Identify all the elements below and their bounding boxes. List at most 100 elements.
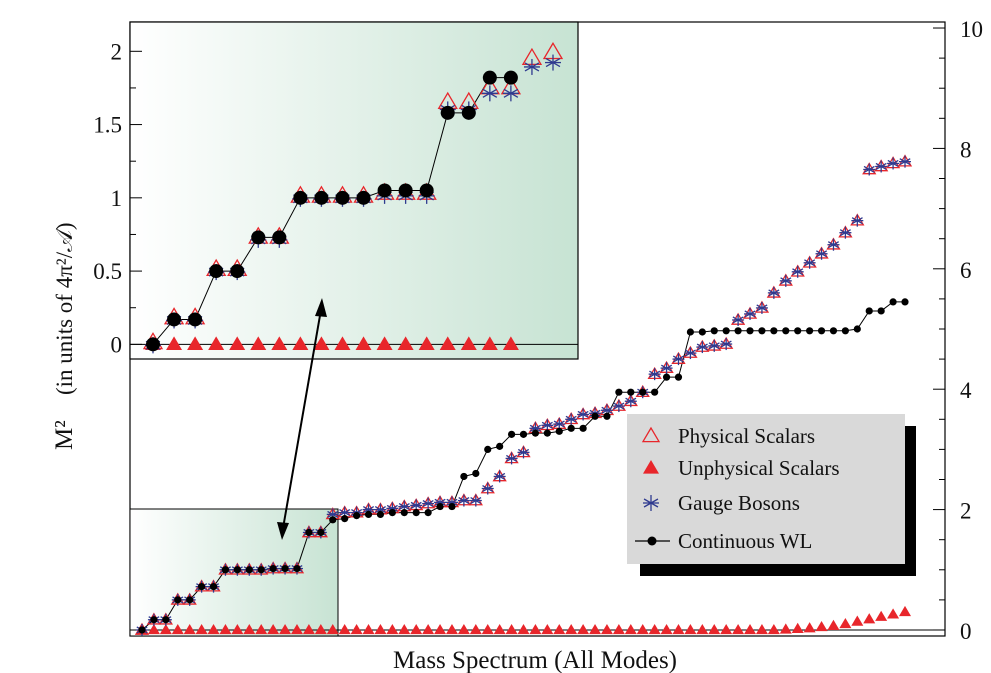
unphysical-scalar-point <box>672 623 685 635</box>
gauge-boson-point <box>720 338 733 351</box>
gauge-boson-point <box>374 503 387 516</box>
gauge-boson-point <box>577 408 590 421</box>
continuous-wl-point <box>782 327 790 335</box>
unphysical-scalar-point <box>779 623 792 634</box>
continuous-wl-point <box>758 327 766 335</box>
gauge-boson-point <box>851 214 864 227</box>
y-axis-label: M² <box>51 420 78 450</box>
continuous-wl-point <box>531 429 540 437</box>
continuous-wl-point <box>257 566 265 574</box>
unphysical-scalar-point <box>338 623 351 635</box>
unphysical-scalar-point <box>187 336 204 350</box>
unphysical-scalar-point <box>147 623 160 635</box>
gauge-boson-point <box>815 247 828 260</box>
continuous-wl-point <box>686 328 695 336</box>
unphysical-scalar-point <box>875 610 888 621</box>
unphysical-scalar-point <box>815 620 828 632</box>
legend-label: Unphysical Scalars <box>678 456 840 480</box>
legend-box <box>627 414 905 564</box>
unphysical-scalar-point <box>612 623 625 635</box>
unphysical-scalar-point <box>827 619 840 630</box>
unphysical-scalar-point <box>207 623 220 635</box>
unphysical-scalar-point <box>505 623 518 635</box>
continuous-wl-point <box>174 596 182 604</box>
continuous-wl-point <box>603 412 611 420</box>
unphysical-scalar-point <box>418 336 435 350</box>
gauge-boson-point <box>767 286 780 299</box>
unphysical-scalar-point <box>334 336 351 350</box>
double-arrow <box>277 298 327 540</box>
unphysical-scalar-point <box>863 613 876 624</box>
unphysical-scalar-point <box>355 336 372 350</box>
right-tick-label: 4 <box>960 378 972 403</box>
gauge-boson-point <box>684 347 697 360</box>
continuous-wl-point <box>507 430 516 438</box>
right-tick-label: 6 <box>960 258 972 283</box>
unphysical-scalar-point <box>313 336 330 350</box>
unphysical-scalar-point <box>219 623 232 635</box>
unphysical-scalar-point <box>208 336 225 350</box>
continuous-wl-point <box>400 508 408 517</box>
unphysical-scalar-point <box>648 623 661 635</box>
inset-tick-label: 1 <box>111 186 123 211</box>
unphysical-scalar-point <box>302 623 315 635</box>
inset-wl-point <box>314 190 329 205</box>
unphysical-scalar-point <box>481 336 498 350</box>
unphysical-scalar-point <box>481 623 494 635</box>
gauge-boson-point <box>565 413 578 426</box>
continuous-wl-point <box>150 616 158 624</box>
unphysical-scalar-point <box>636 623 649 635</box>
unphysical-scalar-point <box>314 623 327 635</box>
gauge-boson-point <box>481 482 494 495</box>
gauge-boson-point <box>505 452 518 465</box>
inset-wl-point <box>482 70 497 85</box>
unphysical-scalar-point <box>292 336 309 350</box>
unphysical-scalar-point <box>565 623 578 635</box>
unphysical-scalar-point <box>708 623 721 635</box>
unphysical-scalar-point <box>755 623 768 635</box>
inset-wl-point <box>230 264 245 279</box>
continuous-wl-point <box>698 328 706 336</box>
continuous-wl-point <box>901 298 909 306</box>
gauge-boson-point <box>732 313 745 326</box>
continuous-wl-point <box>162 616 170 624</box>
unphysical-scalar-point <box>460 336 477 350</box>
inset-wl-point <box>356 190 371 205</box>
gauge-boson-point <box>887 157 900 170</box>
continuous-wl-point <box>734 327 742 335</box>
unphysical-scalar-point <box>899 605 911 617</box>
unphysical-scalar-point <box>439 336 456 350</box>
gauge-boson-point <box>863 163 876 176</box>
unphysical-scalar-point <box>279 623 292 635</box>
y-axis-units: (in units of 4π²/𝒜) <box>52 222 77 395</box>
unphysical-scalar-point <box>445 623 458 635</box>
inset-tick-label: 0.5 <box>93 259 122 284</box>
inset-tick-label: 0 <box>111 332 123 357</box>
gauge-boson-point <box>672 353 685 366</box>
continuous-wl-point <box>484 445 492 453</box>
continuous-wl-point <box>710 327 718 335</box>
continuous-wl-point <box>627 388 635 396</box>
inset-wl-point <box>419 183 434 198</box>
continuous-wl-point <box>138 626 146 634</box>
unphysical-scalar-point <box>624 623 637 635</box>
continuous-wl-point <box>233 566 241 574</box>
inset-wl-point <box>188 312 203 327</box>
gauge-boson-point <box>803 256 816 269</box>
unphysical-scalar-point <box>376 336 393 350</box>
unphysical-scalar-point <box>553 623 566 635</box>
inset-wl-point <box>209 264 224 279</box>
unphysical-scalar-point <box>350 623 363 635</box>
gauge-boson-point <box>523 58 540 75</box>
unphysical-scalar-point <box>744 623 757 635</box>
continuous-wl-point <box>615 388 623 396</box>
gauge-boson-point <box>545 54 561 71</box>
continuous-wl-point <box>543 429 551 437</box>
continuous-wl-point <box>674 373 683 381</box>
unphysical-scalar-point <box>243 623 256 635</box>
unphysical-scalar-point <box>517 623 530 635</box>
unphysical-scalar-point <box>803 622 816 633</box>
unphysical-scalar-point <box>374 623 387 635</box>
unphysical-scalar-point <box>397 336 414 350</box>
unphysical-scalar-point <box>791 622 804 633</box>
